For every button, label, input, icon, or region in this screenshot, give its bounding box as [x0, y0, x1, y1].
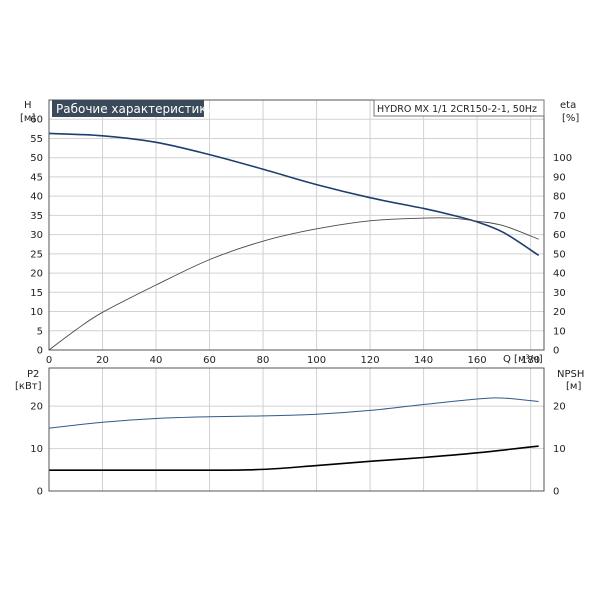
y-left-tick-label: 15: [30, 288, 43, 299]
y-left-tick-label: 0: [37, 346, 43, 357]
x-tick-label: 0: [46, 355, 52, 366]
y-right-label-top: eta: [560, 100, 576, 111]
y-left-tick-label: 5: [37, 326, 43, 337]
y-left-tick-label: 35: [30, 211, 43, 222]
x-axis-label: Q [м³/ч]: [503, 354, 543, 365]
tick-label-layer: 0 5 10 15 20 25 30 35 40 45 50 55 60 0 10 20 30 40 50 60 70 8…: [30, 115, 572, 498]
y-left-unit-bottom: [кВт]: [15, 381, 42, 392]
y-right-tick-label: 100: [553, 153, 572, 164]
y-left-label-top: H: [24, 100, 32, 111]
bottom-chart-frame: [48, 367, 545, 492]
x-tick-label: 140: [414, 355, 433, 366]
x-tick-label: 60: [203, 355, 216, 366]
y-left-tick-label: 25: [30, 249, 43, 260]
y-right-label-bottom: NPSH: [557, 369, 584, 380]
y-right-tick-label: 90: [553, 172, 566, 183]
chart-title: Рабочие характеристики: [56, 102, 214, 116]
y-right-tick-label: 20: [553, 402, 566, 413]
power-curve: [48, 397, 539, 429]
y-left-label-bottom: P2: [27, 369, 39, 380]
x-tick-label: 120: [361, 355, 380, 366]
y-left-tick-label: 60: [30, 115, 43, 126]
y-left-unit-top: [м]: [20, 113, 35, 124]
chart-subtitle: HYDRO MX 1/1 2CR150-2-1, 50Hz: [377, 104, 537, 115]
curve-layer: [48, 132, 540, 472]
x-tick-label: 160: [468, 355, 487, 366]
y-left-tick-label: 20: [30, 269, 43, 280]
x-tick-label: 40: [150, 355, 163, 366]
y-right-unit-bottom: [м]: [566, 381, 581, 392]
head-curve: [48, 132, 540, 257]
y-right-tick-label: 10: [553, 444, 566, 455]
y-left-tick-label: 55: [30, 134, 43, 145]
x-tick-label: 80: [257, 355, 270, 366]
y-right-unit-top: [%]: [562, 113, 579, 124]
y-left-tick-label: 10: [30, 307, 43, 318]
npsh-curve: [49, 445, 539, 472]
y-right-tick-label: 30: [553, 288, 566, 299]
y-right-tick-label: 80: [553, 192, 566, 203]
y-right-tick-label: 70: [553, 211, 566, 222]
y-right-tick-label: 60: [553, 230, 566, 241]
y-left-tick-label: 0: [37, 487, 43, 498]
y-right-tick-label: 50: [553, 249, 566, 260]
y-right-tick-label: 0: [553, 487, 559, 498]
y-right-tick-label: 40: [553, 269, 566, 280]
x-tick-label: 100: [307, 355, 326, 366]
y-left-tick-label: 20: [30, 402, 43, 413]
chart-title-box: [52, 100, 204, 117]
x-tick-label: 180: [521, 355, 540, 366]
y-right-tick-label: 0: [553, 346, 559, 357]
y-left-tick-label: 45: [30, 172, 43, 183]
efficiency-curve: [48, 217, 539, 351]
model-box: [373, 99, 545, 117]
y-left-tick-label: 30: [30, 230, 43, 241]
grid-layer: [49, 100, 544, 491]
y-left-tick-label: 10: [30, 444, 43, 455]
y-right-tick-label: 10: [553, 326, 566, 337]
y-right-tick-label: 20: [553, 307, 566, 318]
top-chart-frame: [48, 99, 545, 351]
y-left-tick-label: 50: [30, 153, 43, 164]
x-tick-label: 20: [96, 355, 109, 366]
y-left-tick-label: 40: [30, 192, 43, 203]
